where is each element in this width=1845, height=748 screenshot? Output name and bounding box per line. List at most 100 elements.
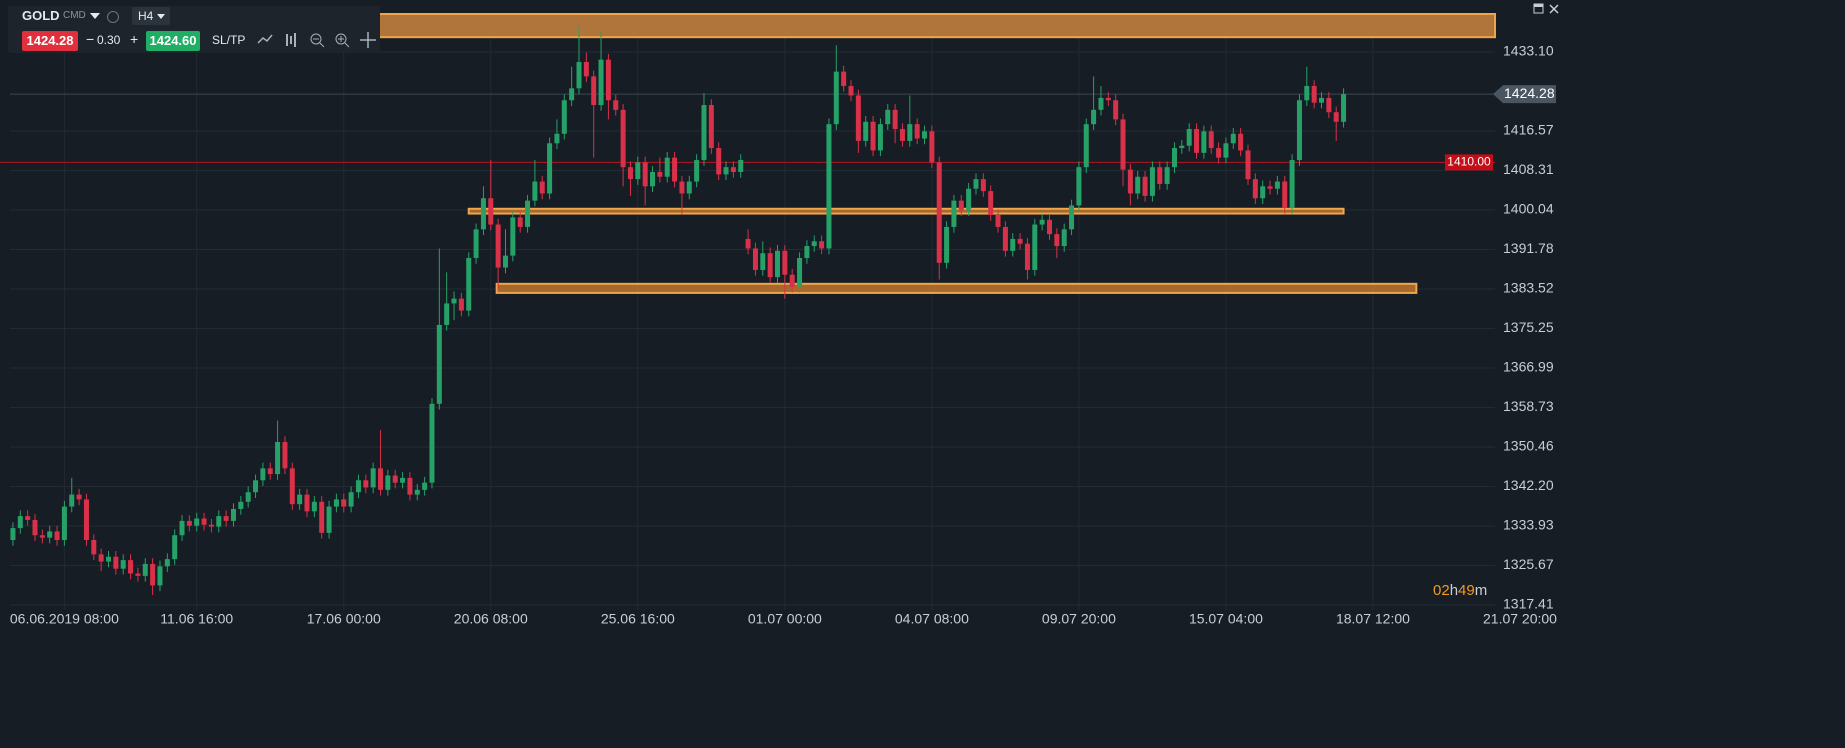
- candle-body: [782, 250, 788, 275]
- window-controls[interactable]: [1533, 3, 1561, 15]
- candle-body: [642, 162, 648, 187]
- candle-body: [554, 133, 560, 144]
- candle-body: [378, 468, 384, 490]
- candle-body: [422, 482, 428, 490]
- candle-body: [1039, 219, 1045, 225]
- countdown-part: h: [1450, 582, 1458, 599]
- candle-body: [532, 181, 538, 201]
- symbol[interactable]: GOLD: [22, 8, 60, 23]
- candle-body: [355, 480, 361, 493]
- candle-body: [495, 224, 501, 268]
- candle-body: [1319, 97, 1325, 103]
- candle-body: [1194, 128, 1200, 153]
- candle-body: [1341, 94, 1347, 122]
- candle-body: [885, 109, 891, 125]
- candle-body: [1252, 179, 1258, 199]
- candle-body: [1069, 205, 1075, 230]
- info-icon[interactable]: [106, 10, 120, 24]
- candle-body: [436, 324, 442, 404]
- candle-body: [473, 229, 479, 259]
- candle-body: [142, 563, 148, 576]
- candle-body: [400, 477, 406, 483]
- candle-body: [1098, 97, 1104, 110]
- candle-body: [76, 494, 82, 500]
- candle-body: [1113, 100, 1119, 120]
- candle-body: [774, 250, 780, 278]
- candle-body: [701, 105, 707, 161]
- dropdown-icon[interactable]: [90, 13, 100, 19]
- candle-body: [91, 540, 97, 555]
- candle-body: [1054, 234, 1060, 247]
- candle-body: [899, 128, 905, 141]
- candle-body: [539, 181, 545, 194]
- candle-body: [745, 238, 751, 249]
- candle-body: [1333, 112, 1339, 122]
- y-tick-label: 1342.20: [1503, 477, 1554, 493]
- candle-body: [907, 124, 913, 141]
- countdown-part: 49: [1458, 582, 1475, 599]
- candle-body: [363, 480, 369, 488]
- candle-body: [679, 181, 685, 194]
- x-tick-label: 21.07 20:00: [1483, 611, 1557, 627]
- candle-body: [223, 516, 229, 521]
- candle-body: [201, 518, 207, 525]
- candle-body: [54, 531, 60, 541]
- candle-body: [1230, 133, 1236, 144]
- candle-body: [525, 200, 531, 227]
- x-tick-label: 06.06.2019 08:00: [10, 611, 119, 627]
- dropdown-icon[interactable]: [157, 14, 165, 19]
- candle-body: [576, 62, 582, 89]
- y-tick-label: 1366.99: [1503, 359, 1554, 375]
- x-tick-label: 09.07 20:00: [1042, 611, 1116, 627]
- candle-body: [1326, 97, 1332, 113]
- candle-body: [480, 198, 486, 230]
- candle-body: [1304, 85, 1310, 101]
- increment-button[interactable]: +: [130, 31, 139, 47]
- candle-body: [69, 494, 75, 507]
- x-tick-label: 17.06 00:00: [307, 611, 381, 627]
- candle-body: [61, 506, 67, 541]
- ask-price[interactable]: 1424.60: [146, 31, 200, 51]
- candle-body: [39, 535, 45, 538]
- candle-body: [311, 501, 317, 512]
- candle-body: [326, 506, 332, 533]
- candle-body: [591, 76, 597, 106]
- candle-body: [385, 475, 391, 490]
- y-tick-label: 1383.52: [1503, 280, 1554, 296]
- y-tick-label: 1325.67: [1503, 556, 1554, 572]
- timeframe[interactable]: H4: [132, 7, 170, 25]
- candle-body: [1135, 176, 1141, 194]
- candle-body: [1127, 169, 1133, 194]
- candle-body: [730, 167, 736, 172]
- candle-body: [1274, 181, 1280, 189]
- price-tag: [1493, 85, 1556, 104]
- candle-body: [1238, 133, 1244, 151]
- lot-size[interactable]: 0.30: [97, 33, 121, 47]
- decrement-button[interactable]: −: [86, 31, 95, 47]
- tool-icons[interactable]: [256, 31, 380, 49]
- sltp-button[interactable]: SL/TP: [212, 33, 246, 47]
- price-tag-label: 1424.28: [1504, 85, 1555, 101]
- bid-price[interactable]: 1424.28: [22, 31, 78, 51]
- countdown-part: 02: [1433, 582, 1450, 599]
- candle-body: [25, 516, 31, 520]
- candle-body: [598, 59, 604, 106]
- candle-body: [10, 528, 16, 541]
- candle-body: [966, 188, 972, 211]
- candle-body: [819, 241, 825, 249]
- candle-body: [973, 179, 979, 189]
- candle-body: [892, 109, 898, 129]
- candle-body: [561, 100, 567, 134]
- candle-body: [1083, 124, 1089, 168]
- candle-body: [1017, 238, 1023, 244]
- candle-body: [341, 499, 347, 507]
- candle-body: [811, 241, 817, 247]
- candle-body: [613, 100, 619, 110]
- candle-body: [708, 105, 714, 149]
- candle-body: [752, 248, 758, 270]
- candle-body: [995, 214, 1001, 227]
- candle-body: [767, 253, 773, 278]
- zone: [495, 282, 1418, 294]
- candle-body: [1171, 148, 1177, 168]
